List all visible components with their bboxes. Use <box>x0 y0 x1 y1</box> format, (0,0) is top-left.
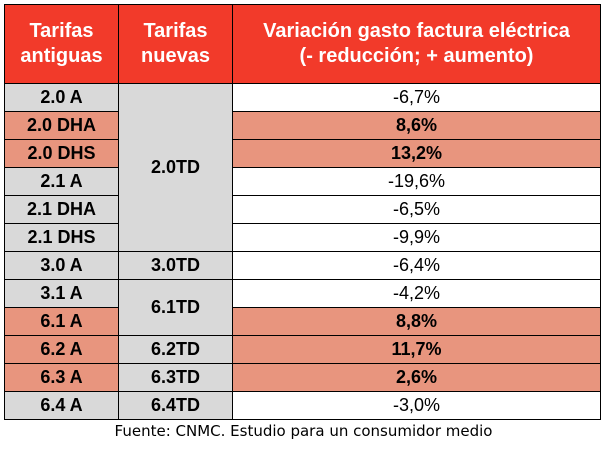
old-tariff-cell: 2.0 A <box>4 83 119 112</box>
variation-cell: -4,2% <box>232 279 601 308</box>
variation-cell: -3,0% <box>232 391 601 420</box>
tariff-comparison-table: Tarifas antiguas Tarifas nuevas Variació… <box>4 4 601 420</box>
table-row: 2.0 DHS 13,2% <box>4 139 601 168</box>
variation-cell: -6,7% <box>232 83 601 112</box>
table-row: 2.0 DHA 8,6% <box>4 111 601 140</box>
header-new-tariffs: Tarifas nuevas <box>118 4 233 84</box>
table-row: 6.3 A 6.3TD 2,6% <box>4 363 601 392</box>
table-row: 6.2 A 6.2TD 11,7% <box>4 335 601 364</box>
old-tariff-cell: 6.1 A <box>4 307 119 336</box>
table-row: 3.1 A 6.1TD -4,2% <box>4 279 601 336</box>
new-tariff-cell: 6.3TD <box>118 363 233 392</box>
variation-cell: -9,9% <box>232 223 601 252</box>
table-row: 2.1 DHA -6,5% <box>4 195 601 224</box>
variation-cell: -6,5% <box>232 195 601 224</box>
new-tariff-cell: 2.0TD <box>118 83 233 252</box>
table-row: 6.4 A 6.4TD -3,0% <box>4 391 601 420</box>
header-variation: Variación gasto factura eléctrica (- red… <box>232 4 601 84</box>
new-tariff-cell: 3.0TD <box>118 251 233 280</box>
old-tariff-cell: 2.1 DHA <box>4 195 119 224</box>
old-tariff-cell: 6.2 A <box>4 335 119 364</box>
header-new-tariffs-line1: Tarifas <box>143 20 208 42</box>
source-caption: Fuente: CNMC. Estudio para un consumidor… <box>114 422 493 440</box>
old-tariff-cell: 6.4 A <box>4 391 119 420</box>
new-tariff-cell: 6.2TD <box>118 335 233 364</box>
old-tariff-cell: 6.3 A <box>4 363 119 392</box>
variation-cell: -6,4% <box>232 251 601 280</box>
header-variation-line1: Variación gasto factura eléctrica <box>263 20 570 42</box>
table-row: 3.0 A 3.0TD -6,4% <box>4 251 601 280</box>
old-tariff-cell: 2.0 DHA <box>4 111 119 140</box>
old-tariff-cell: 3.0 A <box>4 251 119 280</box>
variation-cell: 8,6% <box>232 111 601 140</box>
header-new-tariffs-line2: nuevas <box>141 45 210 67</box>
old-tariff-cell: 2.1 A <box>4 167 119 196</box>
variation-cell: 8,8% <box>232 307 601 336</box>
header-old-tariffs: Tarifas antiguas <box>4 4 119 84</box>
header-variation-line2: (- reducción; + aumento) <box>299 45 534 67</box>
variation-cell: -19,6% <box>232 167 601 196</box>
variation-cell: 13,2% <box>232 139 601 168</box>
table-row: 2.0 A 2.0TD -6,7% <box>4 83 601 252</box>
old-tariff-cell: 2.0 DHS <box>4 139 119 168</box>
variation-cell: 11,7% <box>232 335 601 364</box>
variation-cell: 2,6% <box>232 363 601 392</box>
table-row: 2.1 A -19,6% <box>4 167 601 196</box>
table-row: 6.1 A 8,8% <box>4 307 601 336</box>
old-tariff-cell: 3.1 A <box>4 279 119 308</box>
header-old-tariffs-line1: Tarifas <box>29 20 94 42</box>
old-tariff-cell: 2.1 DHS <box>4 223 119 252</box>
tariff-comparison-table-container: Tarifas antiguas Tarifas nuevas Variació… <box>4 4 601 420</box>
table-header-row: Tarifas antiguas Tarifas nuevas Variació… <box>4 4 601 84</box>
header-old-tariffs-line2: antiguas <box>20 45 103 67</box>
new-tariff-cell: 6.1TD <box>118 279 233 336</box>
new-tariff-cell: 6.4TD <box>118 391 233 420</box>
table-row: 2.1 DHS -9,9% <box>4 223 601 252</box>
